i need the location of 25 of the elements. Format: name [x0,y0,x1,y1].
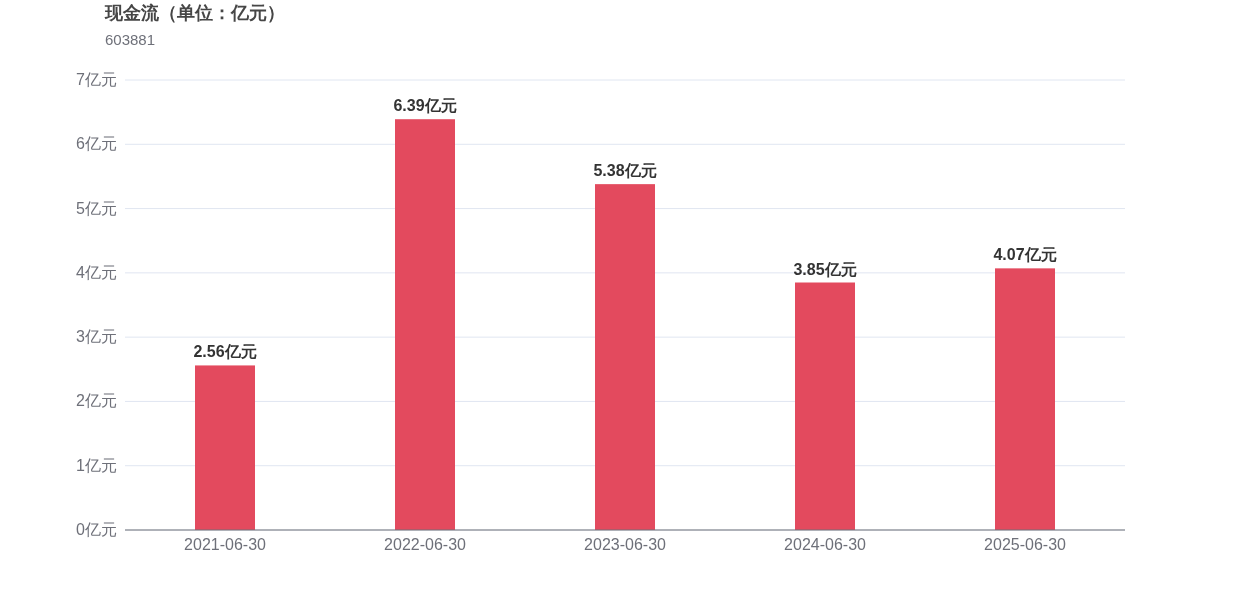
y-tick-label: 6亿元 [76,135,117,153]
chart-title: 现金流（单位：亿元） [104,3,285,23]
x-tick-label: 2025-06-30 [984,536,1067,553]
bar [195,365,255,530]
y-tick-label: 3亿元 [76,328,117,346]
bar [395,119,455,530]
data-label: 3.85亿元 [793,260,857,278]
y-tick-label: 2亿元 [76,392,117,410]
x-tick-label: 2022-06-30 [384,536,467,553]
data-label: 5.38亿元 [593,162,657,180]
data-label: 4.07亿元 [993,246,1057,264]
y-tick-label: 5亿元 [76,199,117,217]
bar [995,268,1055,530]
bar [595,184,655,530]
y-tick-label: 4亿元 [76,263,117,281]
data-label: 6.39亿元 [393,97,457,115]
y-tick-label: 0亿元 [76,521,117,538]
chart-subtitle: 603881 [105,31,156,48]
x-tick-label: 2024-06-30 [784,536,867,553]
x-tick-label: 2023-06-30 [584,536,667,553]
data-label: 2.56亿元 [193,343,257,361]
y-tick-label: 1亿元 [76,456,117,474]
bar [795,282,855,530]
x-tick-label: 2021-06-30 [184,536,267,553]
y-tick-label: 7亿元 [76,71,117,88]
